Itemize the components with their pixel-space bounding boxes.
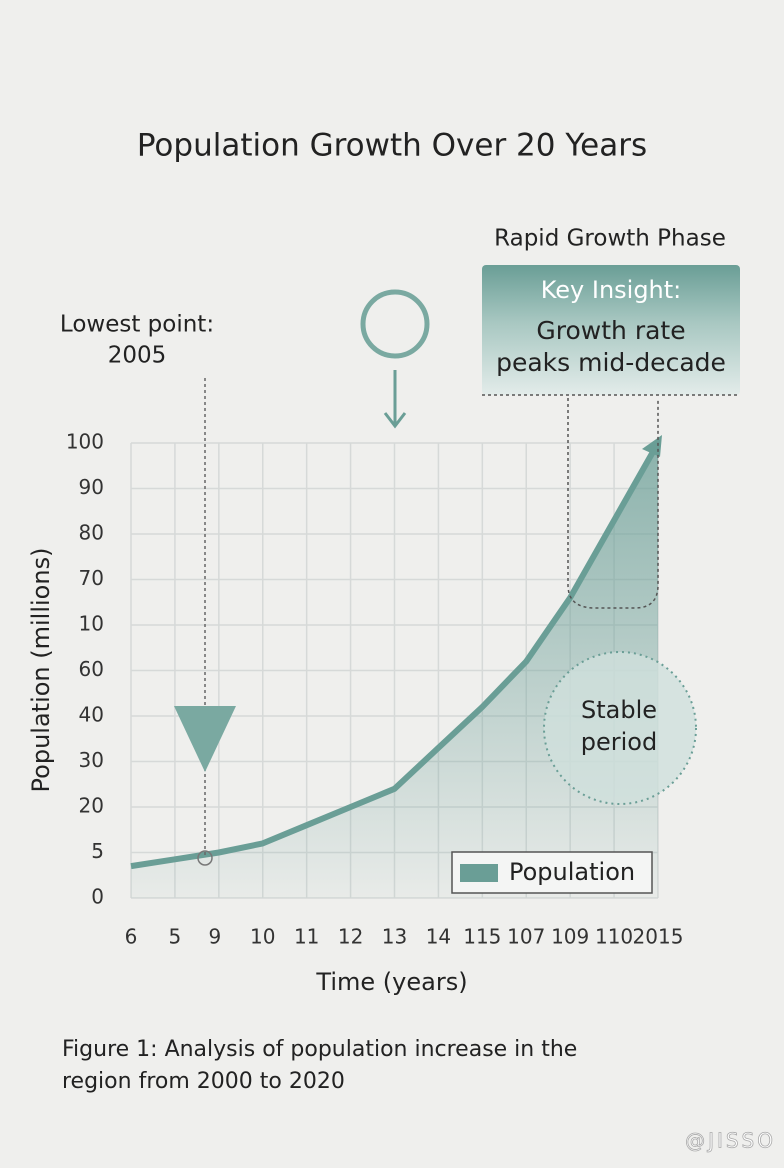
x-tick-label: 109 [551,925,589,949]
x-tick-label: 6 [125,925,138,949]
stable-circle [543,651,697,805]
annotation: 2005 [108,343,167,369]
area [131,443,658,898]
x-tick-label: 13 [382,925,407,949]
x-tick-label: 2015 [633,925,684,949]
y-tick-label: 100 [66,430,104,454]
y-tick-label: 90 [79,475,104,499]
y-tick-label: 80 [79,521,104,545]
caption: Figure 1: Analysis of population increas… [62,1037,577,1062]
x-axis-label: Time (years) [315,968,467,996]
y-tick-label: 0 [91,885,104,909]
y-tick-label: 10 [79,612,104,636]
insight-box [482,265,740,395]
x-tick-label: 115 [463,925,501,949]
y-tick-label: 20 [79,794,104,818]
x-tick-label: 110 [595,925,633,949]
x-tick-label: 9 [208,925,221,949]
y-tick-label: 30 [79,748,104,772]
arrow-head [642,435,662,457]
annotation: Stable [581,696,657,724]
x-tick-label: 107 [507,925,545,949]
y-tick-label: 70 [79,566,104,590]
x-tick-label: 14 [426,925,451,949]
chart-title: Population Growth Over 20 Years [137,128,647,164]
caption: region from 2000 to 2020 [62,1069,345,1094]
legend-swatch [460,864,498,882]
annotation: Lowest point: [60,312,214,338]
watermark: @JISSO [685,1129,776,1153]
annotation: peaks mid-decade [496,348,726,377]
annotation: period [581,728,657,756]
x-tick-label: 12 [338,925,363,949]
y-tick-label: 5 [91,839,104,863]
annotation: Growth rate [536,316,685,345]
x-tick-label: 5 [169,925,182,949]
x-tick-label: 10 [250,925,275,949]
circle-icon [360,289,430,359]
annotation: Key Insight: [541,276,682,304]
bracket [567,398,659,609]
triangle [174,706,236,772]
annotation: Rapid Growth Phase [494,226,726,252]
marker [197,850,213,866]
y-tick-label: 40 [79,703,104,727]
legend-label: Population [509,858,635,886]
y-tick-label: 60 [79,657,104,681]
arrow-head [383,412,407,429]
y-axis-label: Population (millions) [27,548,55,793]
x-tick-label: 11 [294,925,319,949]
